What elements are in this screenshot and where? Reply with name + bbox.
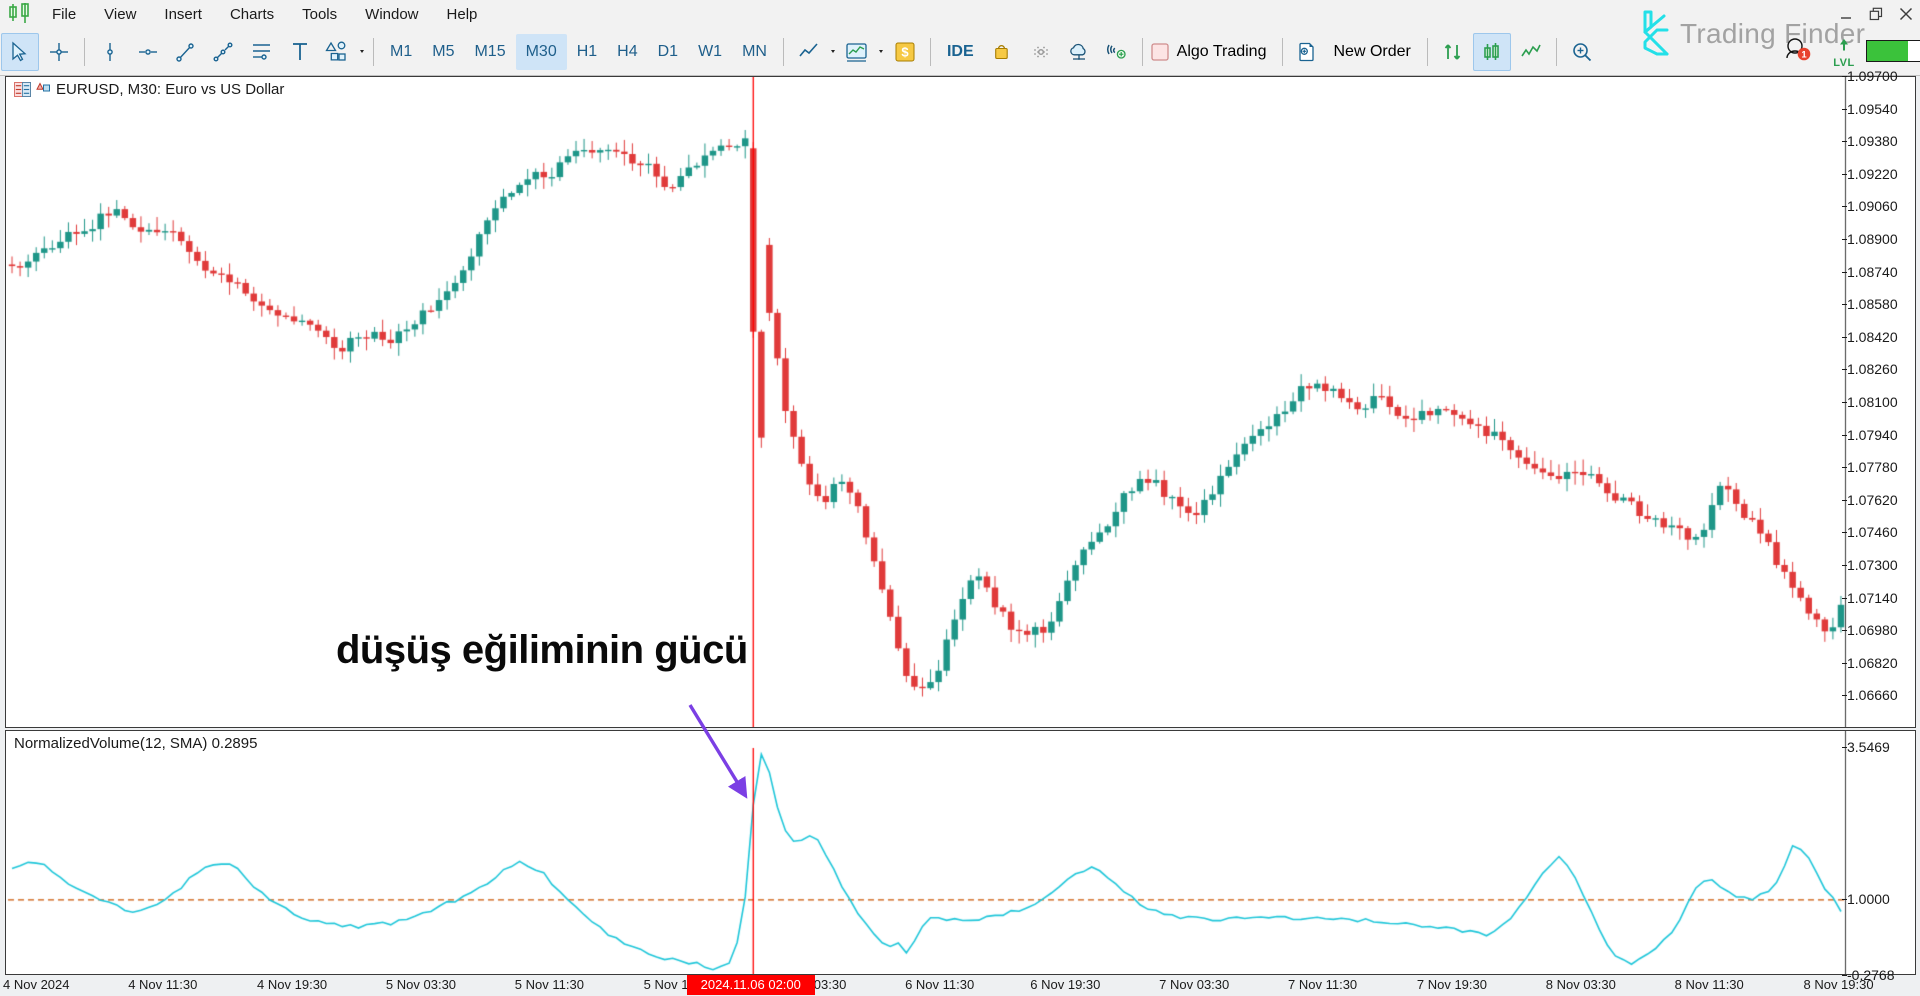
svg-text:1: 1 <box>1801 49 1807 60</box>
svg-text:$: $ <box>901 44 909 59</box>
